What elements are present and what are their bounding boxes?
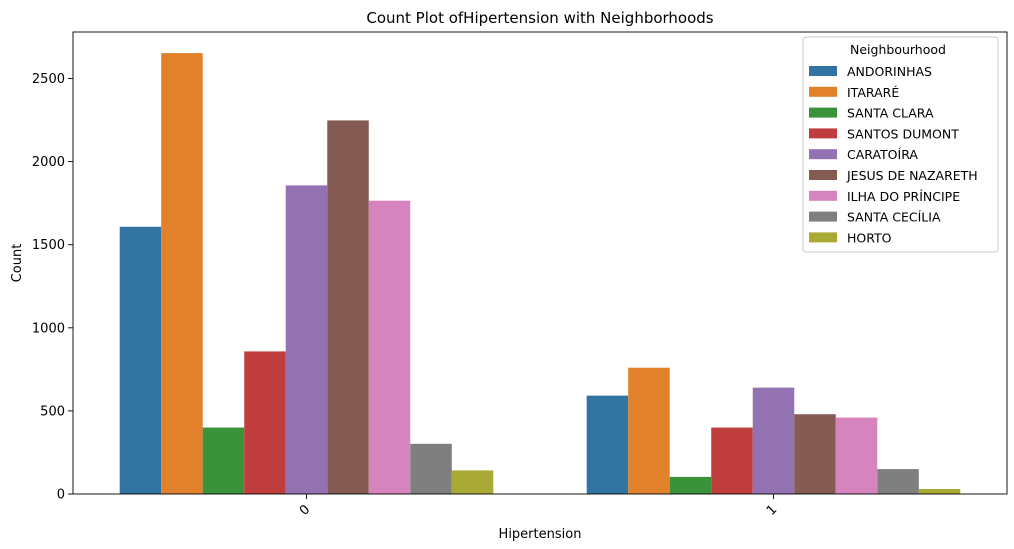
bar-jesus-de-nazareth-cat-1 <box>794 414 836 494</box>
legend-swatch <box>809 128 837 139</box>
bar-andorinhas-cat-1 <box>586 395 629 494</box>
legend-label: ILHA DO PRÍNCIPE <box>847 189 960 204</box>
legend-swatch <box>809 170 837 180</box>
bar-andorinhas-cat-0 <box>119 226 162 494</box>
legend-label: SANTA CLARA <box>847 106 934 121</box>
chart-title: Count Plot ofHipertension with Neighborh… <box>366 9 713 27</box>
x-tick-label: 0 <box>297 502 313 518</box>
bar-santa-clara-cat-1 <box>669 476 712 494</box>
bar-santos-dumont-cat-0 <box>244 351 286 494</box>
bar-jesus-de-nazareth-cat-0 <box>327 120 369 494</box>
bars-group <box>119 53 961 495</box>
x-tick-label: 1 <box>764 502 780 518</box>
legend-label: JESUS DE NAZARETH <box>846 168 978 183</box>
bar-horto-cat-1 <box>918 489 961 494</box>
y-tick-label: 2500 <box>32 72 65 87</box>
y-axis: 0 500 1000 1500 2000 2500 <box>32 72 73 503</box>
bar-itarar--cat-0 <box>161 53 203 495</box>
legend-swatch <box>809 149 837 160</box>
bar-carato-ra-cat-0 <box>285 185 328 494</box>
y-tick-label: 0 <box>57 488 65 503</box>
legend-swatch <box>809 86 837 97</box>
y-tick-label: 1000 <box>32 321 65 336</box>
bar-ilha-do-pr-ncipe-cat-1 <box>835 417 878 494</box>
legend-swatch <box>809 66 837 76</box>
legend-label: SANTOS DUMONT <box>847 126 959 141</box>
bar-santa-clara-cat-0 <box>202 427 245 494</box>
legend-label: SANTA CECÍLIA <box>847 210 941 225</box>
plot-frame <box>72 31 1008 495</box>
legend-swatch <box>809 232 837 243</box>
bar-carato-ra-cat-1 <box>752 387 795 494</box>
legend-swatch <box>809 107 837 118</box>
legend-label: CARATOÍRA <box>847 147 918 162</box>
legend: Neighbourhood ANDORINHAS ITARARÉ SANTA CLA… <box>802 36 999 253</box>
legend-swatch <box>809 190 837 201</box>
legend-box <box>802 36 999 253</box>
bar-santa-cec-lia-cat-0 <box>410 443 452 494</box>
legend-swatch <box>809 211 837 222</box>
x-axis-label: Hipertension <box>499 527 582 542</box>
y-tick-label: 2000 <box>32 155 65 170</box>
bar-ilha-do-pr-ncipe-cat-0 <box>368 200 411 494</box>
y-tick-label: 500 <box>40 404 65 419</box>
y-axis-label: Count <box>10 244 25 283</box>
bar-santa-cec-lia-cat-1 <box>877 469 919 494</box>
legend-title: Neighbourhood <box>850 42 946 57</box>
legend-label: ANDORINHAS <box>847 64 932 79</box>
legend-label: ITARARÉ <box>847 85 899 100</box>
bar-itarar--cat-1 <box>628 367 670 494</box>
bar-santos-dumont-cat-1 <box>711 427 753 494</box>
legend-label: HORTO <box>847 230 892 245</box>
y-tick-label: 1500 <box>32 238 65 253</box>
bar-horto-cat-0 <box>451 470 494 494</box>
